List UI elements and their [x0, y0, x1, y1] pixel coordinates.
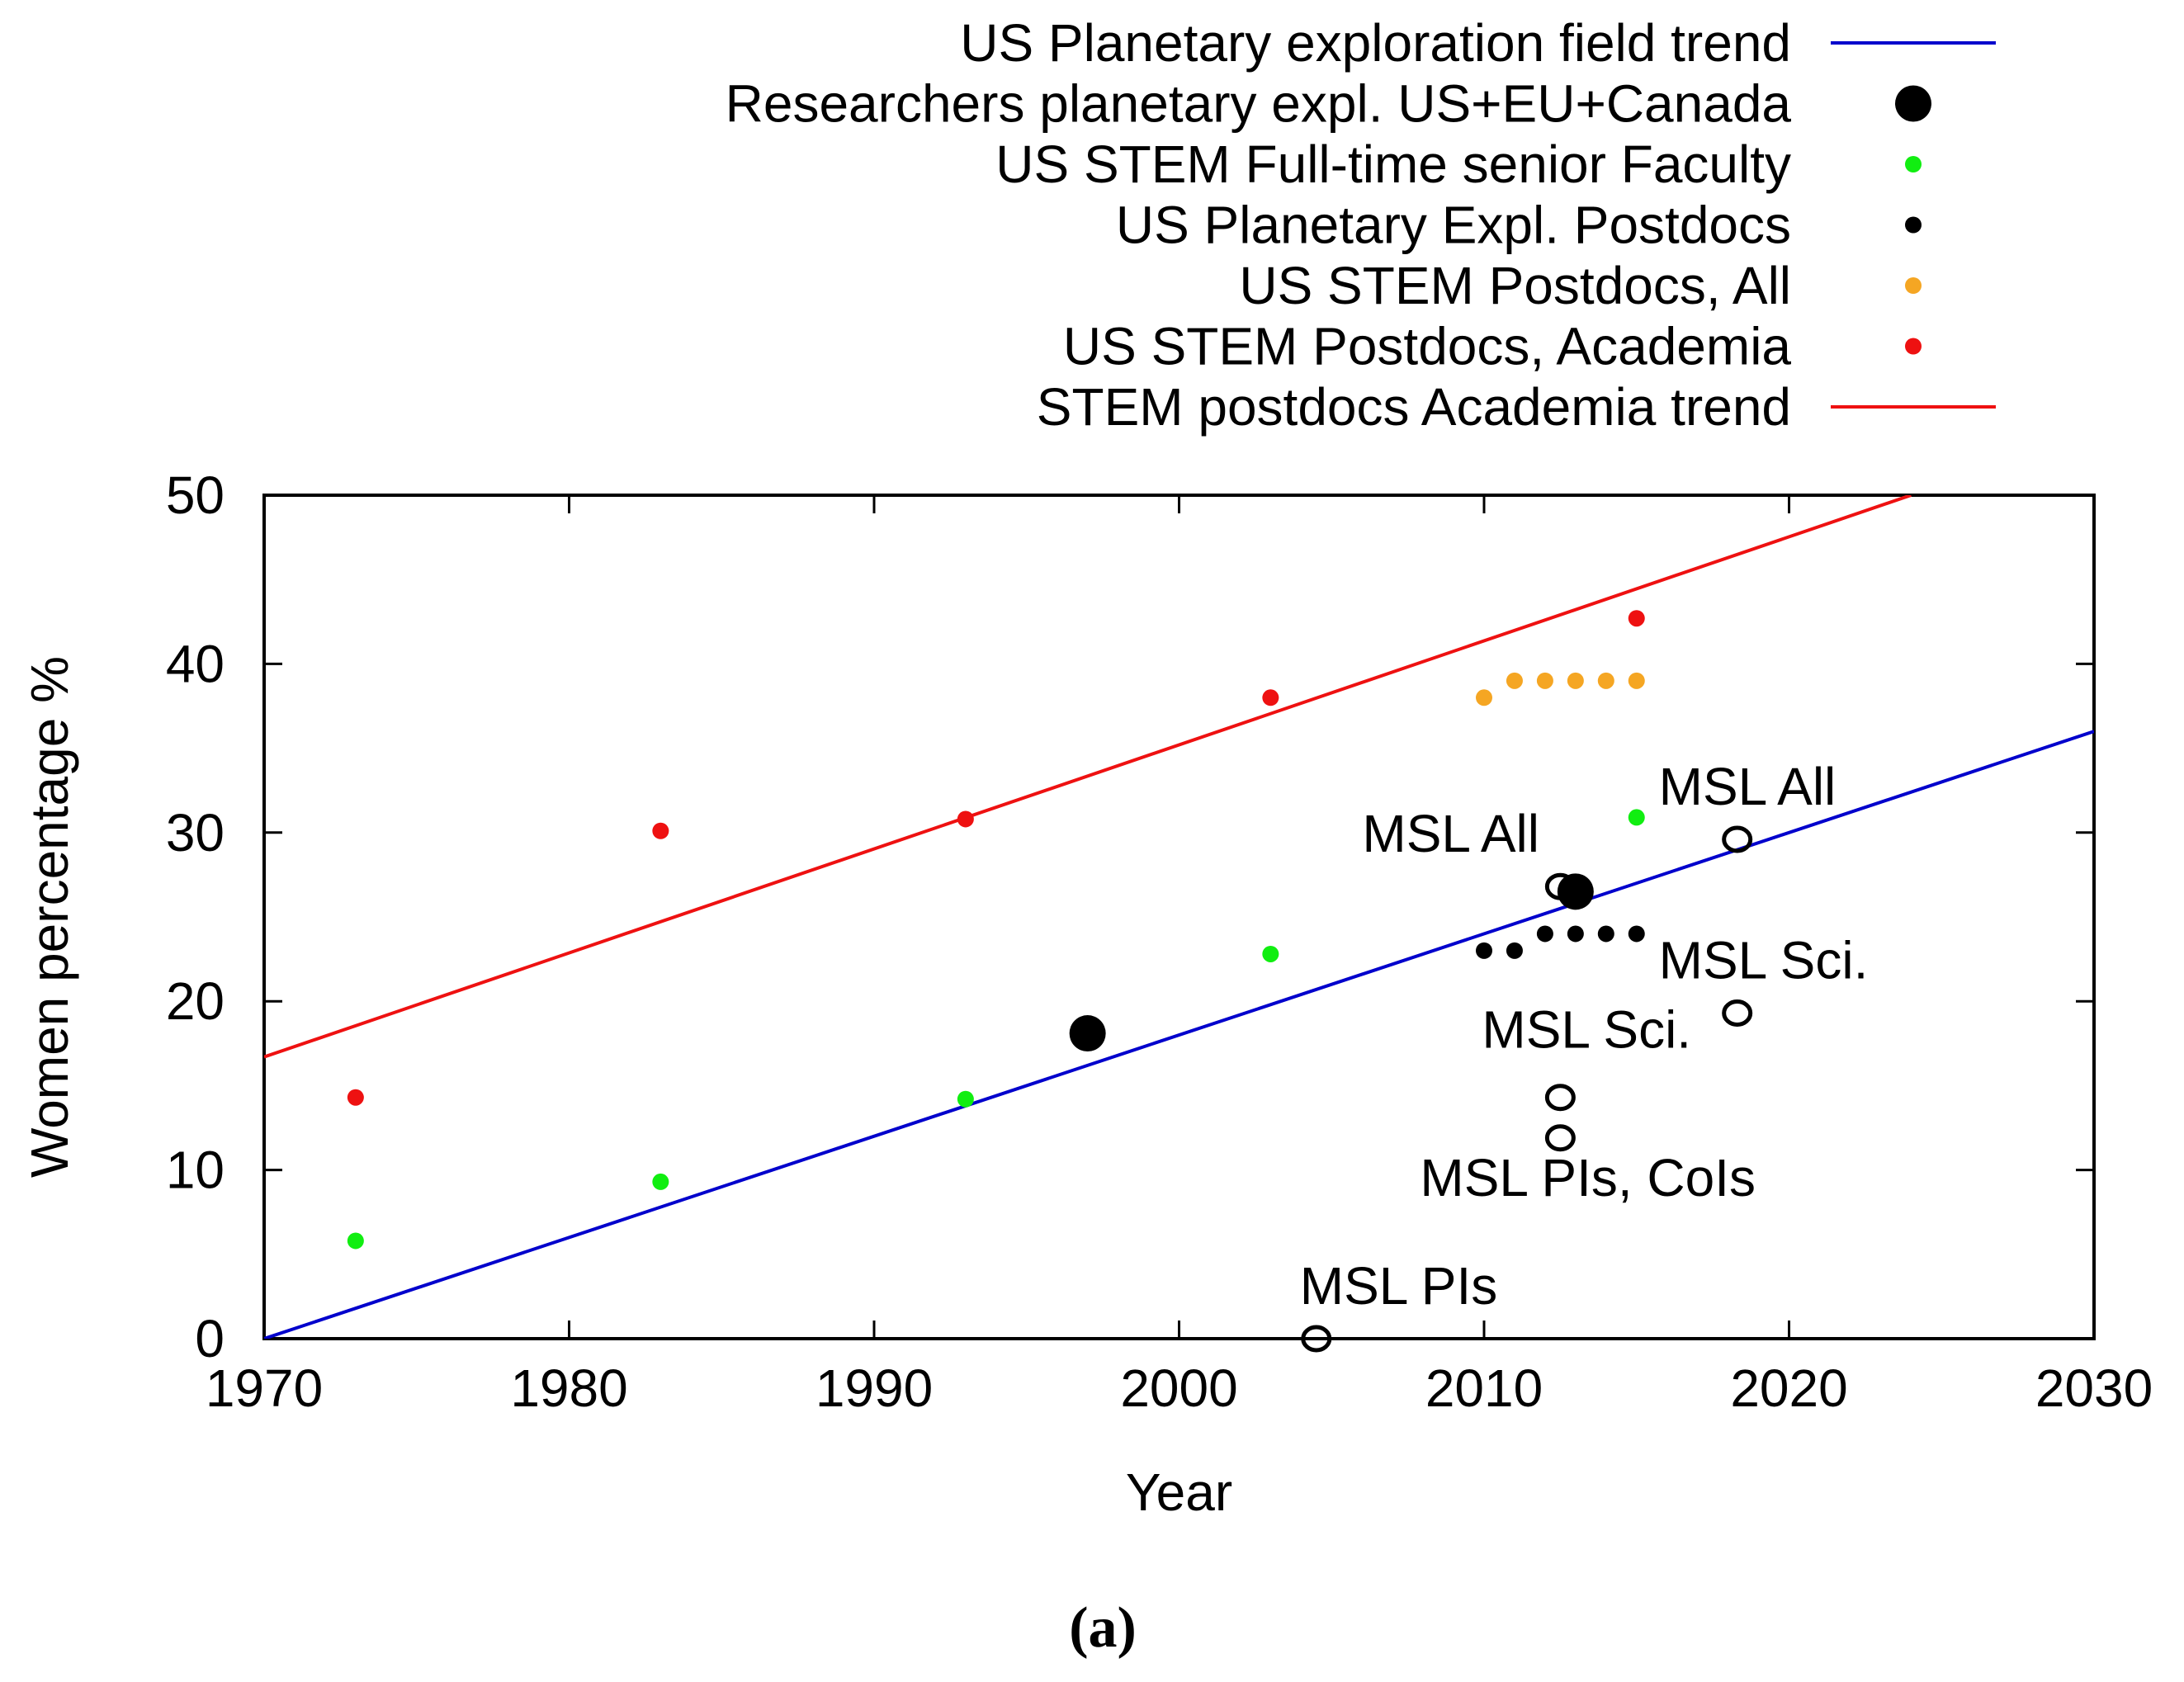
legend-label: US STEM Full-time senior Faculty — [995, 135, 1791, 194]
data-point — [1567, 925, 1584, 943]
msl-open-marker — [1544, 872, 1576, 900]
y-tick-label: 0 — [195, 1309, 225, 1368]
data-point — [1536, 925, 1553, 943]
data-point — [652, 822, 669, 839]
y-axis-label: Women percentage % — [20, 656, 79, 1178]
data-point — [1506, 942, 1523, 959]
data-point — [1628, 925, 1645, 943]
trend-line — [264, 730, 2094, 1339]
annotation-label: MSL PIs — [1300, 1256, 1497, 1316]
x-tick-label: 1990 — [815, 1358, 933, 1418]
y-tick-label: 40 — [166, 634, 225, 693]
data-point — [347, 1089, 364, 1106]
data-point — [652, 1173, 669, 1190]
data-point — [1476, 942, 1492, 959]
annotations: MSL All MSL All MSL Sci. MSL Sci. MSL PIs, C… — [1300, 757, 1869, 1353]
trend-line — [264, 495, 1912, 1059]
legend-label: Researchers planetary expl. US+EU+Canada — [726, 74, 1792, 134]
data-point — [1262, 689, 1279, 706]
data-point — [347, 1232, 364, 1250]
legend-marker-swatch — [1905, 277, 1922, 294]
legend-label: STEM postdocs Academia trend — [1037, 377, 1791, 437]
data-point — [1069, 1015, 1106, 1052]
annotation-label: MSL Sci. — [1659, 931, 1869, 990]
legend-label: US STEM Postdocs, All — [1239, 256, 1791, 315]
legend-marker-swatch — [1895, 85, 1931, 122]
x-tick-label: 1970 — [206, 1358, 323, 1418]
y-tick-label: 50 — [166, 465, 225, 525]
legend-marker-swatch — [1905, 156, 1922, 172]
x-tick-label: 2020 — [1730, 1358, 1847, 1418]
annotation-label: MSL PIs, CoIs — [1420, 1148, 1756, 1207]
data-points — [347, 610, 1645, 1250]
x-tick-label: 2030 — [2035, 1358, 2153, 1418]
msl-open-marker — [1722, 825, 1753, 853]
plot-area-frame — [262, 494, 2096, 1340]
figure-caption: (a) — [1069, 1596, 1137, 1660]
data-point — [1628, 672, 1645, 689]
x-axis-label: Year — [1126, 1462, 1232, 1522]
data-point — [1557, 873, 1594, 910]
msl-open-marker — [1301, 1325, 1332, 1353]
data-point — [1262, 945, 1279, 962]
trend-lines — [264, 495, 2094, 1339]
x-tick-label: 2010 — [1425, 1358, 1543, 1418]
annotation-label: MSL All — [1659, 757, 1837, 816]
data-point — [957, 1090, 974, 1108]
msl-open-marker — [1544, 1124, 1576, 1152]
x-tick-label: 1980 — [510, 1358, 627, 1418]
legend: US Planetary exploration field trendRese… — [726, 13, 1996, 437]
legend-label: US Planetary Expl. Postdocs — [1116, 196, 1791, 255]
data-point — [957, 810, 974, 828]
legend-label: US STEM Postdocs, Academia — [1063, 317, 1792, 376]
data-point — [1536, 672, 1553, 689]
y-tick-label: 20 — [166, 971, 225, 1031]
annotation-label: MSL All — [1362, 804, 1539, 863]
data-point — [1567, 672, 1584, 689]
data-point — [1476, 689, 1492, 706]
data-point — [1628, 610, 1645, 627]
data-point — [1628, 809, 1645, 826]
y-tick-label: 10 — [166, 1141, 225, 1200]
data-point — [1506, 672, 1523, 689]
annotation-label: MSL Sci. — [1482, 1000, 1691, 1060]
data-point — [1597, 925, 1614, 943]
data-point — [1597, 672, 1614, 689]
y-tick-label: 30 — [166, 803, 225, 862]
legend-marker-swatch — [1905, 216, 1922, 234]
legend-marker-swatch — [1905, 338, 1922, 355]
msl-open-marker — [1544, 1084, 1576, 1112]
legend-label: US Planetary exploration field trend — [960, 13, 1791, 73]
msl-open-marker — [1722, 999, 1753, 1028]
x-tick-label: 2000 — [1120, 1358, 1237, 1418]
